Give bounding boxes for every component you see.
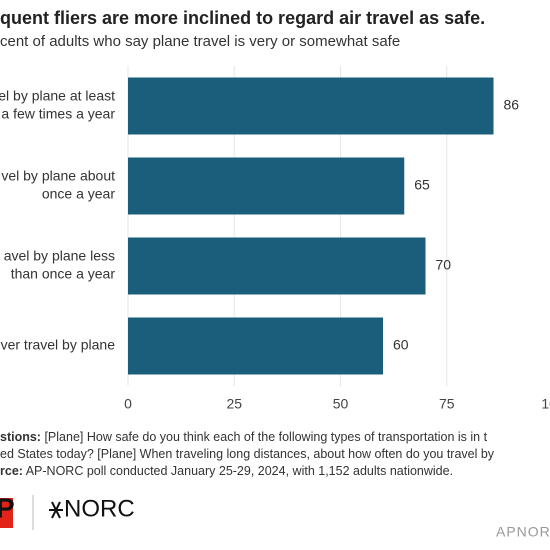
note: stions: [Plane] How safe do you think ea… — [0, 430, 488, 444]
note: ed States today? [Plane] When traveling … — [0, 447, 495, 461]
norc-logo: NORC — [64, 495, 135, 522]
x-tick-label: 50 — [333, 396, 349, 412]
bar — [128, 237, 426, 295]
note: rce: AP-NORC poll conducted January 25-2… — [0, 464, 453, 478]
x-tick-label: 75 — [439, 396, 455, 412]
ap-logo: P — [0, 492, 15, 523]
x-tick-label: 25 — [226, 396, 242, 412]
x-tick-label: 0 — [124, 396, 132, 412]
note-text: ed States today? [Plane] When traveling … — [0, 447, 495, 461]
bar — [128, 77, 494, 135]
category-label: once a year — [42, 186, 115, 202]
chart-title: quent fliers are more inclined to regard… — [0, 8, 485, 28]
ap-logo-mark — [0, 498, 13, 528]
notes: stions: [Plane] How safe do you think ea… — [0, 430, 495, 478]
category-label: a few times a year — [1, 106, 115, 122]
category-label: than once a year — [11, 266, 116, 282]
x-tick-label: 100 — [541, 396, 550, 412]
note-text: AP-NORC poll conducted January 25-29, 20… — [23, 464, 453, 478]
category-label: ver travel by plane — [1, 337, 116, 353]
chart-subtitle: cent of adults who say plane travel is v… — [0, 33, 400, 50]
bar — [128, 317, 383, 375]
norc-asterisk — [49, 501, 63, 519]
note-label: rce: — [0, 464, 23, 478]
note-label: stions: — [0, 430, 41, 444]
value-label: 70 — [436, 257, 452, 273]
value-label: 65 — [414, 177, 430, 193]
category-label: vel by plane about — [1, 168, 115, 184]
category-label: avel by plane less — [4, 248, 115, 264]
category-label: vel by plane at least — [0, 88, 115, 104]
note-text: [Plane] How safe do you think each of th… — [41, 430, 488, 444]
bar — [128, 157, 405, 215]
footer-brand: APNORC — [496, 524, 550, 540]
value-label: 86 — [504, 97, 520, 113]
value-label: 60 — [393, 337, 409, 353]
